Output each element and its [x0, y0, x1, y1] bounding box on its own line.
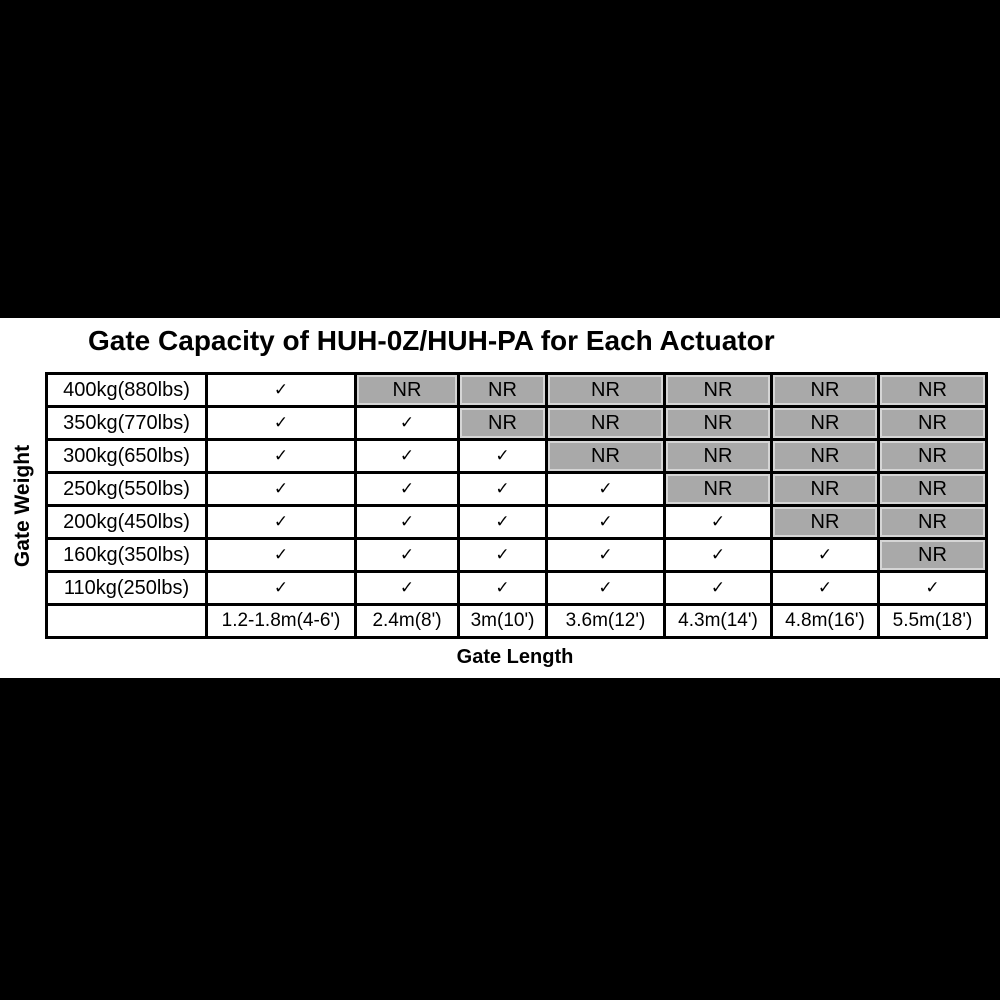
length-header-cell: 2.4m(8'): [354, 603, 460, 639]
nr-cell: NR: [877, 504, 988, 540]
nr-cell: NR: [770, 438, 880, 474]
weight-label-cell: 110kg(250lbs): [45, 570, 208, 606]
check-cell: ✓: [545, 471, 666, 507]
nr-cell: NR: [545, 438, 666, 474]
table-row: 400kg(880lbs) ✓ NR NR NR NR NR NR: [45, 372, 988, 408]
nr-cell: NR: [770, 471, 880, 507]
check-cell: ✓: [457, 504, 548, 540]
check-cell: ✓: [205, 438, 357, 474]
check-cell: ✓: [457, 471, 548, 507]
y-axis-label: Gate Weight: [11, 444, 34, 568]
check-cell: ✓: [205, 372, 357, 408]
weight-label-cell: 250kg(550lbs): [45, 471, 208, 507]
corner-cell: [45, 603, 208, 639]
check-cell: ✓: [205, 570, 357, 606]
nr-cell: NR: [770, 405, 880, 441]
check-cell: ✓: [205, 471, 357, 507]
check-cell: ✓: [663, 570, 773, 606]
check-cell: ✓: [354, 471, 460, 507]
check-cell: ✓: [545, 504, 666, 540]
check-cell: ✓: [545, 537, 666, 573]
check-cell: ✓: [354, 537, 460, 573]
check-cell: ✓: [457, 438, 548, 474]
table-row: 110kg(250lbs) ✓ ✓ ✓ ✓ ✓ ✓ ✓: [45, 570, 988, 606]
nr-cell: NR: [457, 372, 548, 408]
chart-title: Gate Capacity of HUH-0Z/HUH-PA for Each …: [88, 325, 775, 356]
length-header-cell: 1.2-1.8m(4-6'): [205, 603, 357, 639]
length-header-cell: 5.5m(18'): [877, 603, 988, 639]
nr-cell: NR: [877, 537, 988, 573]
weight-label-cell: 300kg(650lbs): [45, 438, 208, 474]
check-cell: ✓: [663, 504, 773, 540]
x-axis-label: Gate Length: [456, 646, 574, 668]
nr-cell: NR: [663, 405, 773, 441]
weight-label-cell: 400kg(880lbs): [45, 372, 208, 408]
gate-capacity-table: 400kg(880lbs) ✓ NR NR NR NR NR NR 350kg(770lbs) ✓…: [45, 372, 988, 639]
nr-cell: NR: [770, 372, 880, 408]
table-body: 400kg(880lbs) ✓ NR NR NR NR NR NR 350kg(770lbs) ✓…: [45, 372, 988, 639]
check-cell: ✓: [354, 570, 460, 606]
check-cell: ✓: [354, 438, 460, 474]
table-row: 160kg(350lbs) ✓ ✓ ✓ ✓ ✓ ✓ NR: [45, 537, 988, 573]
length-header-cell: 4.3m(14'): [663, 603, 773, 639]
check-cell: ✓: [457, 537, 548, 573]
table-row: 300kg(650lbs) ✓ ✓ ✓ NR NR NR NR: [45, 438, 988, 474]
check-cell: ✓: [354, 504, 460, 540]
table-row: 250kg(550lbs) ✓ ✓ ✓ ✓ NR NR NR: [45, 471, 988, 507]
weight-label-cell: 350kg(770lbs): [45, 405, 208, 441]
length-header-cell: 4.8m(16'): [770, 603, 880, 639]
check-cell: ✓: [205, 405, 357, 441]
check-cell: ✓: [545, 570, 666, 606]
check-cell: ✓: [205, 537, 357, 573]
nr-cell: NR: [354, 372, 460, 408]
nr-cell: NR: [663, 471, 773, 507]
length-header-row: 1.2-1.8m(4-6') 2.4m(8') 3m(10') 3.6m(12') 4.…: [45, 603, 988, 639]
nr-cell: NR: [877, 372, 988, 408]
nr-cell: NR: [663, 438, 773, 474]
length-header-cell: 3.6m(12'): [545, 603, 666, 639]
weight-label-cell: 160kg(350lbs): [45, 537, 208, 573]
table-row: 350kg(770lbs) ✓ ✓ NR NR NR NR NR: [45, 405, 988, 441]
check-cell: ✓: [354, 405, 460, 441]
table-row: 200kg(450lbs) ✓ ✓ ✓ ✓ ✓ NR NR: [45, 504, 988, 540]
nr-cell: NR: [877, 438, 988, 474]
check-cell: ✓: [457, 570, 548, 606]
nr-cell: NR: [877, 471, 988, 507]
check-cell: ✓: [770, 537, 880, 573]
check-cell: ✓: [877, 570, 988, 606]
weight-label-cell: 200kg(450lbs): [45, 504, 208, 540]
nr-cell: NR: [663, 372, 773, 408]
nr-cell: NR: [545, 405, 666, 441]
length-header-cell: 3m(10'): [457, 603, 548, 639]
nr-cell: NR: [457, 405, 548, 441]
check-cell: ✓: [205, 504, 357, 540]
nr-cell: NR: [770, 504, 880, 540]
check-cell: ✓: [663, 537, 773, 573]
nr-cell: NR: [877, 405, 988, 441]
nr-cell: NR: [545, 372, 666, 408]
check-cell: ✓: [770, 570, 880, 606]
